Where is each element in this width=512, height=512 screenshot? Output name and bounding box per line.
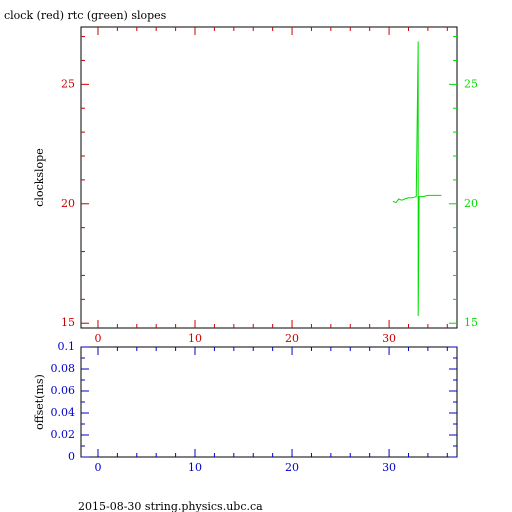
- y-axis-label: offset(ms): [33, 374, 46, 430]
- y-tick-label: 20: [61, 197, 75, 210]
- footer: 2015-08-30 string.physics.ubc.ca: [78, 500, 263, 512]
- x-tick-label: 10: [188, 332, 202, 345]
- plot-frame: [80, 26, 458, 329]
- y-tick-label: 0.1: [58, 340, 76, 353]
- x-tick-label: 0: [94, 461, 101, 474]
- y-tick-label: 15: [61, 316, 75, 329]
- y-axis-label: clockslope: [33, 148, 46, 206]
- data-line: [392, 41, 442, 317]
- y-tick-label: 0.04: [51, 406, 76, 419]
- x-tick-label: 20: [285, 332, 299, 345]
- x-tick-label: 10: [188, 461, 202, 474]
- y2-tick-label: 25: [464, 77, 478, 90]
- y2-tick-label: 20: [464, 197, 478, 210]
- y-tick-label: 25: [61, 77, 75, 90]
- y-tick-label: 0.08: [51, 362, 76, 375]
- title: clock (red) rtc (green) slopes: [4, 9, 167, 22]
- plot-frame: [80, 346, 458, 458]
- y-tick-label: 0.02: [51, 428, 76, 441]
- y-tick-label: 0.06: [51, 384, 76, 397]
- y-tick-label: 0: [68, 450, 75, 463]
- x-tick-label: 20: [285, 461, 299, 474]
- x-tick-label: 0: [94, 332, 101, 345]
- x-tick-label: 30: [382, 461, 396, 474]
- x-tick-label: 30: [382, 332, 396, 345]
- y2-tick-label: 15: [464, 316, 478, 329]
